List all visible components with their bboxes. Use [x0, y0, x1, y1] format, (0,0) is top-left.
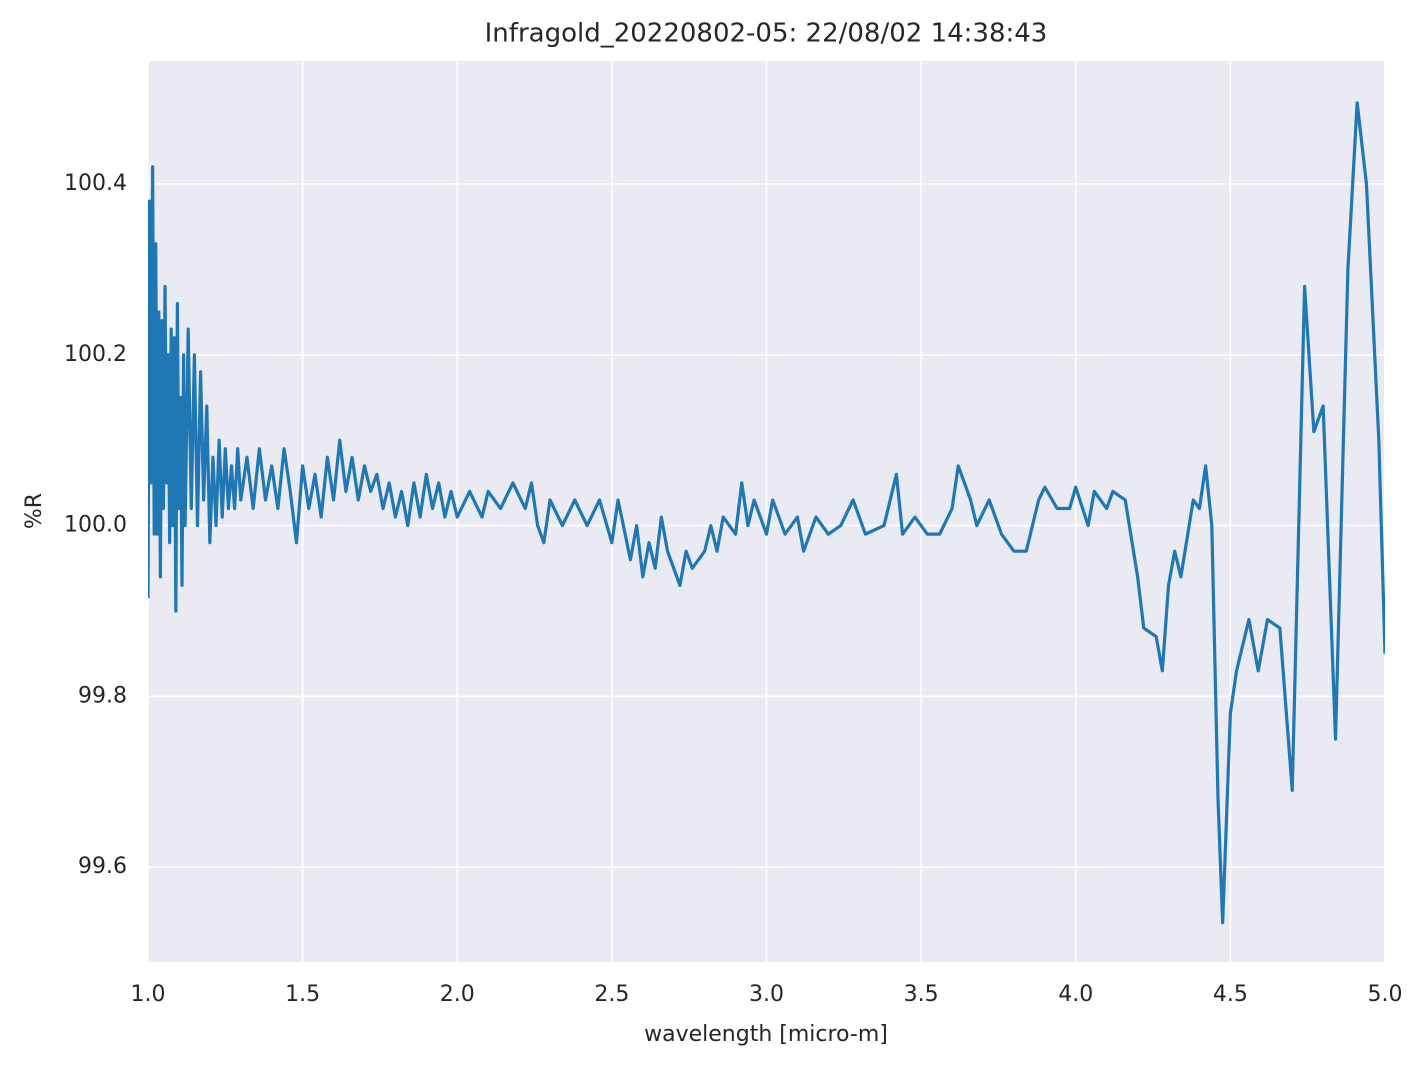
line	[148, 101, 1385, 925]
x-tick-label: 5.0	[1368, 982, 1403, 1007]
y-axis-label: %R	[22, 493, 47, 529]
chart-title: Infragold_20220802-05: 22/08/02 14:38:43	[485, 19, 1048, 49]
x-tick-label: 2.5	[594, 982, 629, 1007]
marks	[148, 101, 1385, 925]
x-tick-label: 3.5	[904, 982, 939, 1007]
x-tick-label: 2.0	[440, 982, 475, 1007]
x-tick-label: 4.5	[1213, 982, 1248, 1007]
y-tick-label: 100.4	[64, 171, 127, 196]
x-axis-label: wavelength [micro-m]	[644, 1022, 888, 1047]
y-tick-label: 99.6	[78, 854, 127, 879]
x-tick-label: 1.5	[285, 982, 320, 1007]
x-tick-label: 1.0	[131, 982, 166, 1007]
y-tick-label: 100.2	[64, 342, 127, 367]
x-tick-label: 4.0	[1058, 982, 1093, 1007]
y-tick-label: 100.0	[64, 513, 127, 538]
y-tick-label: 99.8	[78, 683, 127, 708]
x-tick-label: 3.0	[749, 982, 784, 1007]
